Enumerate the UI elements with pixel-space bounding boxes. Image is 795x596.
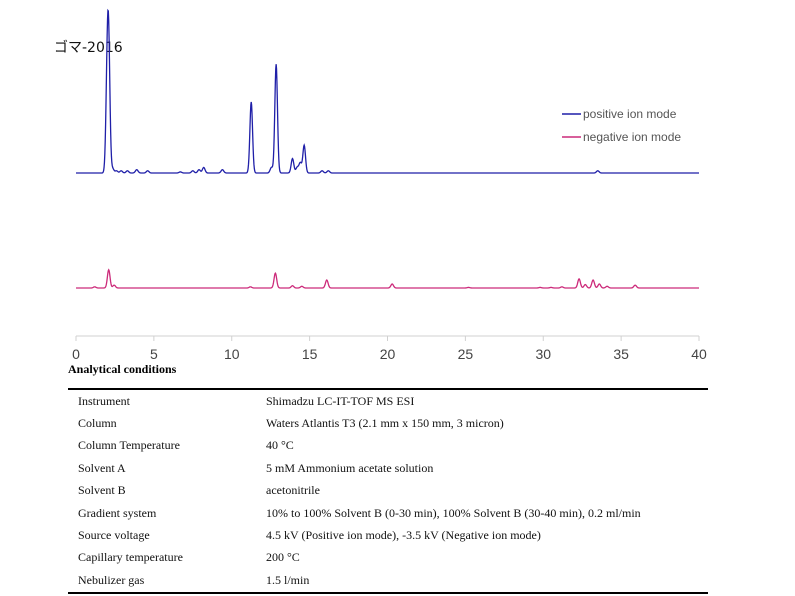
x-tick-label: 25: [458, 346, 474, 362]
condition-row: Instrument Shimadzu LC-IT-TOF MS ESI: [68, 389, 708, 412]
condition-row: Nebulizer gas 1.5 l/min: [68, 569, 708, 592]
chart-title: ゴマ-2016: [54, 39, 123, 56]
condition-label: Column Temperature: [78, 438, 180, 453]
series-line-2: [76, 268, 699, 289]
x-axis-ticks: 0 5 10 15 20 25 30 35 40: [72, 336, 707, 362]
series-line-1: [76, 8, 699, 174]
condition-row: Gradient system 10% to 100% Solvent B (0-…: [68, 502, 708, 524]
condition-row: Capillary temperature 200 °C: [68, 547, 708, 569]
condition-label: Capillary temperature: [78, 550, 183, 565]
chromatogram-chart: ゴマ-2016 positive ion mode negative ion mo…: [54, 8, 707, 362]
x-tick-label: 5: [150, 346, 158, 362]
condition-label: Column: [78, 416, 117, 431]
condition-value: 40 °C: [266, 438, 294, 453]
x-tick-label: 0: [72, 346, 80, 362]
legend-label-2: negative ion mode: [583, 130, 681, 144]
conditions-table: Instrument Shimadzu LC-IT-TOF MS ESI Colum…: [68, 388, 708, 594]
x-tick-label: 40: [691, 346, 707, 362]
condition-value: 4.5 kV (Positive ion mode), -3.5 kV (Neg…: [266, 528, 541, 543]
legend-label-1: positive ion mode: [583, 107, 677, 121]
condition-row: Solvent A 5 mM Ammonium acetate solution: [68, 457, 708, 479]
condition-label: Nebulizer gas: [78, 572, 145, 587]
condition-row: Source voltage 4.5 kV (Positive ion mode)…: [68, 524, 708, 546]
condition-row: Column Waters Atlantis T3 (2.1 mm x 150 m…: [68, 412, 708, 434]
x-tick-label: 30: [535, 346, 551, 362]
condition-label: Solvent A: [78, 460, 126, 475]
condition-value: 5 mM Ammonium acetate solution: [266, 460, 434, 475]
x-tick-label: 10: [224, 346, 240, 362]
condition-row: Solvent B acetonitrile: [68, 480, 708, 502]
condition-label: Instrument: [78, 393, 130, 408]
condition-value: 1.5 l/min: [266, 572, 310, 587]
condition-row: Column Temperature 40 °C: [68, 435, 708, 457]
condition-value: Waters Atlantis T3 (2.1 mm x 150 mm, 3 m…: [266, 416, 504, 431]
traces-group: [76, 8, 699, 289]
condition-value: acetonitrile: [266, 483, 320, 498]
condition-label: Solvent B: [78, 483, 126, 498]
condition-value: 200 °C: [266, 550, 300, 565]
condition-value: Shimadzu LC-IT-TOF MS ESI: [266, 393, 415, 408]
x-tick-label: 35: [613, 346, 629, 362]
condition-value: 10% to 100% Solvent B (0-30 min), 100% S…: [266, 505, 641, 520]
conditions-title: Analytical conditions: [68, 362, 177, 376]
legend: positive ion mode negative ion mode: [562, 107, 681, 144]
x-tick-label: 20: [380, 346, 396, 362]
condition-label: Gradient system: [78, 505, 157, 520]
condition-label: Source voltage: [78, 528, 150, 543]
x-tick-label: 15: [302, 346, 318, 362]
